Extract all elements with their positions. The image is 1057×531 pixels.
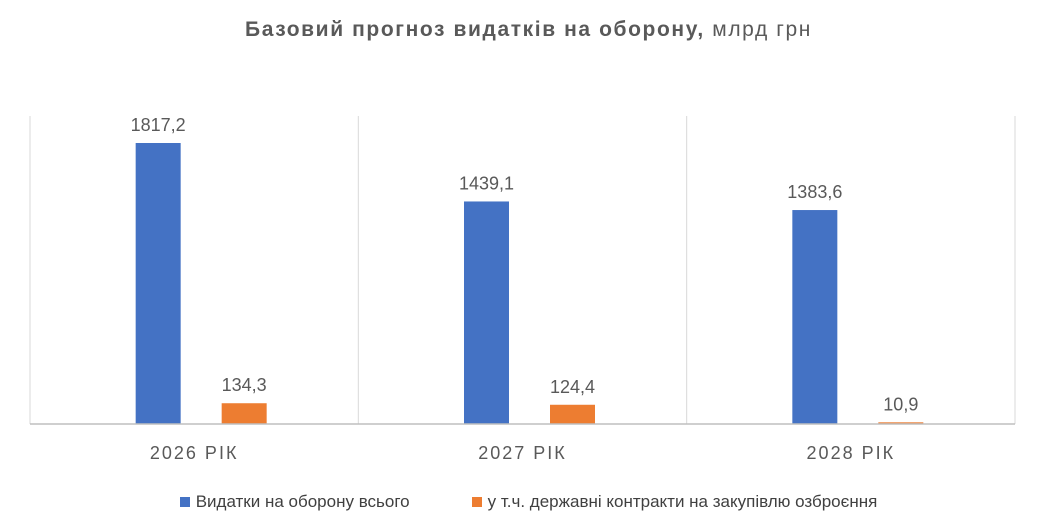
data-label-series-1: 1383,6 bbox=[787, 182, 842, 202]
x-tick-label: 2028 РІК bbox=[807, 443, 896, 463]
data-label-series-1: 1817,2 bbox=[131, 115, 186, 135]
chart-title: Базовий прогноз видатків на оборону, млр… bbox=[0, 18, 1057, 42]
data-label-series-2: 134,3 bbox=[222, 375, 267, 395]
legend-item-series-1: Видатки на оборону всього bbox=[179, 492, 410, 512]
bar-series-1 bbox=[464, 201, 509, 424]
bar-series-1 bbox=[792, 210, 838, 424]
chart-title-main: Базовий прогноз видатків на оборону, bbox=[245, 18, 705, 41]
legend-label-series-2: у т.ч. державні контракти на закупівлю о… bbox=[487, 492, 878, 511]
legend-swatch-series-1 bbox=[179, 497, 190, 507]
bar-series-2 bbox=[550, 404, 595, 424]
x-tick-label: 2027 РІК bbox=[478, 443, 567, 463]
data-label-series-1: 1439,1 bbox=[459, 173, 514, 193]
bar-series-2 bbox=[878, 422, 924, 424]
x-tick-label: 2026 РІК bbox=[150, 443, 239, 463]
legend-label-series-1: Видатки на оборону всього bbox=[195, 492, 410, 511]
bar-series-1 bbox=[135, 143, 181, 424]
data-label-series-2: 10,9 bbox=[883, 394, 918, 414]
bar-series-2 bbox=[221, 403, 267, 424]
legend-item-series-2: у т.ч. державні контракти на закупівлю о… bbox=[471, 492, 878, 512]
legend: Видатки на оборону всього у т.ч. державн… bbox=[0, 492, 1057, 512]
legend-swatch-series-2 bbox=[471, 497, 482, 507]
data-label-series-2: 124,4 bbox=[550, 377, 595, 397]
chart-title-unit: млрд грн bbox=[712, 18, 812, 41]
